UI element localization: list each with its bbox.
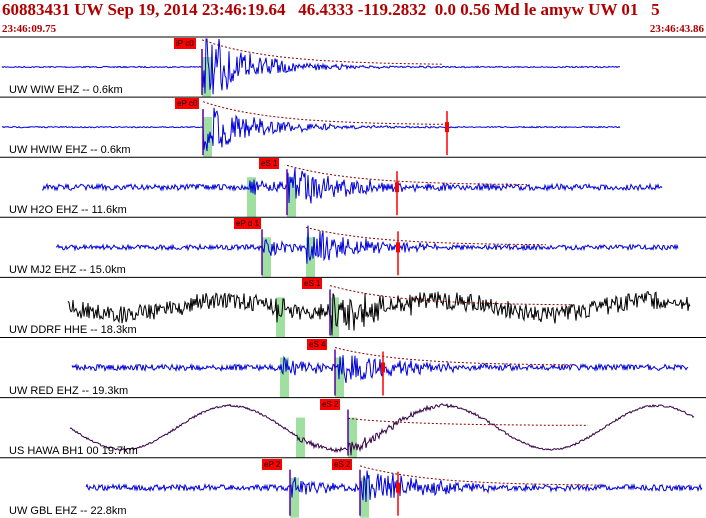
pick-window <box>330 297 339 338</box>
coda-envelope <box>334 347 575 366</box>
phase-pick-flag[interactable]: eP d 1 <box>234 218 261 230</box>
coda-envelope <box>286 164 528 186</box>
channel-label: UW DDRF HHE -- 18.3km <box>9 324 137 337</box>
waveform-trace[interactable] <box>85 470 703 503</box>
pick-window <box>202 57 211 97</box>
phase-pick-flag[interactable]: iP c0 <box>174 38 196 49</box>
phase-pick-flag[interactable]: eS 1 <box>302 278 323 290</box>
phase-pick-flag[interactable]: eS 1 <box>259 158 280 170</box>
channel-label: UW MJ2 EHZ -- 15.0km <box>9 264 126 277</box>
waveform-trace[interactable] <box>69 403 695 456</box>
coda-end-marker-block <box>396 242 400 253</box>
coda-envelope <box>201 39 443 65</box>
coda-end-marker-block <box>445 122 449 133</box>
phase-pick-flag[interactable]: eS 2 <box>320 398 341 410</box>
coda-envelope <box>305 226 546 246</box>
pick-window <box>280 357 289 398</box>
time-end-label: 23:46:43.86 <box>649 23 704 35</box>
channel-label: US HAWA BH1 00 19.7km <box>9 444 138 457</box>
time-start-label: 23:46:09.75 <box>2 23 57 35</box>
pick-window <box>290 477 299 518</box>
phase-pick-flag[interactable]: eP c0 <box>175 98 200 110</box>
channel-label: UW RED EHZ -- 19.3km <box>9 384 129 397</box>
coda-envelope <box>329 285 571 306</box>
waveform-trace[interactable] <box>67 290 691 336</box>
channel-label: UW HWIW EHZ -- 0.6km <box>9 144 131 157</box>
waveform-trace[interactable] <box>41 167 663 204</box>
phase-pick-flag[interactable]: eS 2 <box>332 458 353 470</box>
coda-end-marker-block <box>395 182 399 193</box>
waveform-trace[interactable] <box>55 225 679 264</box>
coda-end-marker-block <box>396 482 400 493</box>
waveform-trace[interactable] <box>1 38 620 95</box>
coda-envelope <box>347 417 588 426</box>
coda-envelope <box>202 101 443 125</box>
waveform-trace[interactable] <box>1 107 621 152</box>
channel-label: UW WIW EHZ -- 0.6km <box>9 84 123 96</box>
pick-window <box>247 177 256 218</box>
waveform-trace[interactable] <box>71 355 689 384</box>
pick-window <box>348 417 357 458</box>
pick-window <box>262 237 271 278</box>
phase-pick-flag[interactable]: eP 2 <box>262 458 283 470</box>
pick-window <box>360 477 369 518</box>
channel-label: UW H2O EHZ -- 11.6km <box>9 204 127 217</box>
event-title: 60883431 UW Sep 19, 2014 23:46:19.64 46.… <box>2 0 660 19</box>
channel-label: UW GBL EHZ -- 22.8km <box>9 504 127 517</box>
pick-window <box>287 177 296 218</box>
coda-envelope <box>359 465 601 486</box>
pick-window <box>296 417 305 458</box>
pick-window <box>276 297 285 338</box>
coda-end-marker-block <box>381 362 385 373</box>
phase-pick-flag[interactable]: eS 4 <box>307 338 328 350</box>
